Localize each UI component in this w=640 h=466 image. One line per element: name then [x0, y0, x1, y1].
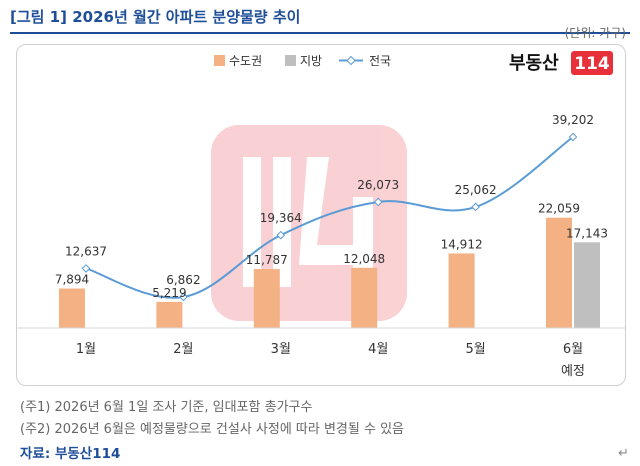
- bar-capital-3: [253, 269, 280, 328]
- legend-label-capital: 수도권: [229, 54, 262, 68]
- label-national-5: 25,062: [455, 183, 497, 197]
- legend-marker-national: [346, 55, 356, 66]
- point-national-3: [276, 230, 286, 240]
- footnote-2: (주2) 2026년 6월은 예정물량으로 건설사 사정에 따라 변경될 수 있…: [20, 422, 405, 437]
- point-national-4: [373, 197, 383, 207]
- label-capital-5: 14,912: [441, 237, 483, 251]
- bar-capital-1: [59, 288, 85, 328]
- brand-logo-badge: [571, 51, 613, 75]
- label-capital-3: 11,787: [246, 253, 288, 267]
- label-national-3: 19,364: [260, 211, 302, 225]
- legend-label-national: 전국: [369, 54, 391, 68]
- bar-capital-2: [156, 301, 183, 328]
- brand-logo-text: 부동산: [509, 53, 559, 74]
- point-national-6: [568, 132, 578, 142]
- brand-logo: 부동산 114: [509, 51, 613, 75]
- label-national-4: 26,073: [357, 178, 399, 192]
- legend: 수도권 지방 전국: [214, 54, 391, 68]
- bar-capital-6: [546, 217, 572, 328]
- label-capital-4: 12,048: [343, 252, 385, 266]
- point-national-5: [471, 202, 480, 212]
- chart: 수도권 지방 전국 부동산 114 7,894 5,219 11,787 12,048…: [17, 51, 625, 379]
- bar-capital-4: [351, 267, 378, 328]
- x-tick-6: 6월: [563, 342, 583, 357]
- footnote-1: (주1) 2026년 6월 1일 조사 기준, 임대포함 총가구수: [20, 400, 313, 415]
- bar-capital-5: [448, 253, 475, 328]
- labels-layer: 7,894 5,219 11,787 12,048 14,912 22,059 17,143…: [55, 113, 608, 300]
- chart-panel: 수도권 지방 전국 부동산 114 7,894 5,219 11,787 12,048…: [16, 44, 626, 386]
- label-national-6: 39,202: [552, 113, 594, 127]
- label-capital-6: 22,059: [538, 202, 580, 216]
- x-tick-5: 5월: [465, 342, 485, 357]
- legend-swatch-capital: [214, 55, 225, 66]
- title-underline: [10, 32, 630, 34]
- line-layer: [81, 132, 578, 302]
- x-tick-1: 1월: [76, 342, 96, 357]
- label-regional-6: 17,143: [566, 226, 608, 240]
- x-tick-3: 3월: [271, 342, 291, 357]
- page-title: [그림 1] 2026년 월간 아파트 분양물량 추이: [10, 8, 301, 26]
- brand-logo-badge-text: 114: [574, 54, 610, 74]
- legend-swatch-regional: [285, 55, 296, 66]
- legend-label-regional: 지방: [300, 54, 322, 68]
- label-capital-2: 5,219: [152, 286, 186, 300]
- label-national-2: 6,862: [166, 273, 200, 287]
- x-tick-2: 2월: [173, 342, 193, 357]
- label-national-1: 12,637: [65, 244, 107, 258]
- bar-regional-6: [574, 242, 600, 328]
- x-tick-sublabel-6: 예정: [561, 364, 585, 379]
- line-national: [85, 136, 574, 299]
- unit-label: (단위: 가구): [564, 26, 626, 40]
- bars-layer: [59, 217, 600, 328]
- paragraph-return-icon: ↵: [618, 446, 629, 461]
- point-national-2: [179, 292, 188, 302]
- source-label: 자료: 부동산114: [20, 446, 121, 462]
- point-national-1: [81, 264, 91, 273]
- label-capital-1: 7,894: [55, 273, 89, 287]
- x-tick-4: 4월: [368, 342, 388, 357]
